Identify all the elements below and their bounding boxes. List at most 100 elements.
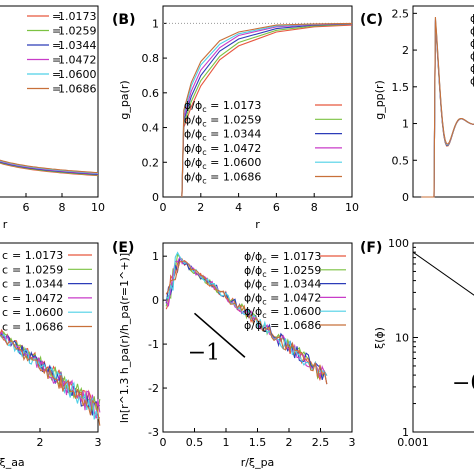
panel-e-legend-label: ϕ/ϕc = 1.0344: [244, 278, 321, 293]
panel-c-ytick-label: 2.5: [392, 7, 410, 20]
panel-a-legend-label: 1.0686: [58, 83, 97, 96]
panel-b-legend-label: ϕ/ϕc = 1.0259: [184, 113, 261, 128]
panel-b-legend-label: ϕ/ϕc = 1.0173: [184, 99, 261, 114]
panel-b-xtick-label: 2: [197, 201, 204, 214]
panel-e-legend-label: ϕ/ϕc = 1.0600: [244, 305, 321, 320]
panel-b-legend-label: ϕ/ϕc = 1.0472: [184, 142, 261, 157]
panel-c-ytick-label: 1.5: [392, 81, 410, 94]
panel-c-series-line: [421, 22, 474, 198]
panel-d-frame: [0, 242, 99, 433]
panel-a-series-line: [0, 160, 99, 175]
panel-e-legend-label: ϕ/ϕc = 1.0259: [244, 264, 321, 279]
panel-e-ylabel: ln[r^1.3 h_pa(r)/h_pa(r=1^+)]: [118, 253, 131, 423]
panel-d-xtick-label: 3: [95, 436, 102, 449]
panel-a-series-line: [0, 160, 99, 174]
panel-d-legend-label: = 1.0344: [12, 278, 63, 291]
panel-f-ytick-label: 100: [388, 237, 409, 250]
panel-a-frame: [0, 5, 99, 198]
panel-e-xtick-label: 1.5: [249, 436, 267, 449]
panel-b-legend-label: ϕ/ϕc = 1.0600: [184, 156, 261, 171]
panel-c-ylabel: g_pp(r): [373, 80, 386, 120]
panel-d-legend-sub: c: [2, 249, 8, 262]
panel-b-ytick-label: 1: [152, 17, 159, 30]
panel-d-legend-sub: c: [2, 321, 8, 334]
panel-a-legend-label: 1.0600: [58, 68, 97, 81]
panel-e-xlabel: r/ξ_pa: [241, 456, 275, 469]
panel-b-legend-label: ϕ/ϕc = 1.0344: [184, 128, 261, 143]
panel-c-series-line: [421, 18, 474, 198]
panel-a-legend: 1.0173=1.0259=1.0344=1.0472=1.0600=1.068…: [27, 10, 97, 96]
panel-c-legend-symbol: ϕ: [470, 75, 474, 88]
panel-e-xtick-label: 0: [160, 436, 167, 449]
panel-c-ytick-label: 1: [402, 118, 409, 131]
panel-d-legend-sub: c: [2, 292, 8, 305]
panel-a-xlabel: r: [3, 218, 8, 231]
series-layer: [0, 16, 474, 426]
panel-c-legend-symbol: ϕ: [470, 25, 474, 38]
panel-b-xtick-label: 6: [273, 201, 280, 214]
panel-c-series-line: [421, 19, 474, 198]
panel-a-legend-label: 1.0259: [58, 25, 97, 38]
panel-d-legend-label: = 1.0686: [12, 321, 63, 334]
panel-d-xtick-label: 2: [37, 436, 44, 449]
panel-d-legend-sub: c: [2, 263, 8, 276]
panel-c-legend-symbol: ϕ: [470, 12, 474, 25]
panel-a-legend-eq: =: [52, 54, 61, 67]
panel-b-xlabel: r: [255, 218, 260, 231]
panel-a-series-line: [0, 162, 99, 176]
panel-b-series-line: [181, 23, 353, 198]
panel-a-xtick-label: 6: [23, 201, 30, 214]
panel-e-xtick-label: 0.5: [186, 436, 204, 449]
panel-b-ylabel: g_pa(r): [118, 80, 131, 119]
panel-e-xtick-label: 2: [286, 436, 293, 449]
panel-a-series-line: [0, 162, 99, 177]
panel-b-frame: [162, 5, 353, 198]
panel-b-ytick-label: 0.4: [142, 122, 160, 135]
panel-f-ytick-label: 1: [402, 426, 409, 439]
panel-c-legend-symbol: ϕ: [470, 37, 474, 50]
panel-b-label: (B): [112, 12, 135, 28]
panel-b-series-line: [181, 23, 353, 198]
axes-layer: [0, 5, 474, 433]
text-layer: 6 8 10r1.0173=1.0259=1.0344=1.0472=1.0600=…: [0, 7, 474, 469]
panel-e-xtick-label: 3: [349, 436, 356, 449]
panel-b-ytick-label: 0.6: [142, 87, 160, 100]
panel-b-xtick-label: 4: [235, 201, 242, 214]
panel-b-xtick-label: 8: [311, 201, 318, 214]
panel-b-ytick-label: 0.8: [142, 52, 160, 65]
panel-c-ytick-label: 2: [402, 44, 409, 57]
panel-d-legend-label: = 1.0259: [12, 263, 63, 276]
panel-f-xtick-label: 0.001: [397, 436, 429, 449]
panel-a-legend-label: 1.0344: [58, 39, 97, 52]
panel-e-ytick-label: 0: [152, 294, 159, 307]
panel-e-ytick-label: -1: [148, 338, 159, 351]
panel-a-legend-eq: =: [52, 25, 61, 38]
panel-a-xtick-label: 8: [59, 201, 66, 214]
panel-f-ylabel: ξ(ϕ): [373, 327, 386, 349]
panel-d-legend-sub: c: [2, 278, 8, 291]
panel-d-legend-label: = 1.0173: [12, 249, 63, 262]
panel-e-slope-label: −1: [188, 340, 220, 365]
panel-d-xlabel: r/ξ_aa: [0, 456, 25, 469]
panel-e-legend-label: ϕ/ϕc = 1.0472: [244, 291, 321, 306]
panel-c-label: (C): [360, 12, 383, 28]
panel-f-label: (F): [360, 240, 382, 256]
panel-b-legend-label: ϕ/ϕc = 1.0686: [184, 171, 261, 186]
panel-f-power-law-line: [412, 251, 474, 296]
panel-b-xtick-label: 10: [345, 201, 359, 214]
panel-d-series-line: [0, 334, 101, 426]
panel-e-ytick-label: 1: [152, 250, 159, 263]
panel-a-legend-eq: =: [52, 39, 61, 52]
panel-f-ytick-label: 10: [395, 332, 409, 345]
panel-a-legend-label: 1.0472: [58, 54, 97, 67]
panel-d-legend-sub: c: [2, 306, 8, 319]
panel-c-series-line: [421, 24, 474, 198]
panel-a-legend-label: 1.0173: [58, 10, 97, 23]
panel-b-ytick-label: 0: [152, 191, 159, 204]
panel-e-xtick-label: 2.5: [312, 436, 330, 449]
panel-d-legend-label: = 1.0600: [12, 306, 63, 319]
panel-e-series-line: [165, 259, 328, 385]
